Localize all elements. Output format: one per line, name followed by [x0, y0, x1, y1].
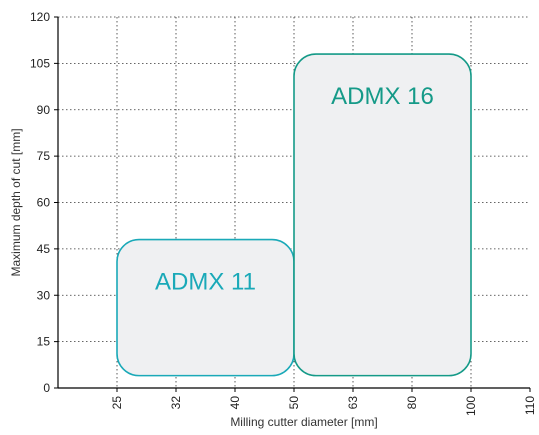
- x-tick-label: 63: [346, 396, 360, 410]
- region-admx-11: [116, 238, 295, 377]
- y-tick-label: 45: [37, 242, 51, 256]
- region-label: ADMX 11: [155, 269, 256, 296]
- x-tick-label: 110: [523, 396, 537, 415]
- x-tick-label: 80: [405, 396, 419, 410]
- y-tick-label: 105: [30, 56, 50, 70]
- x-tick-label: 50: [287, 396, 301, 410]
- y-tick-label: 30: [37, 288, 51, 302]
- y-tick-label: 90: [37, 103, 51, 117]
- regions: ADMX 11 ADMX 16: [116, 53, 472, 377]
- region-label: ADMX 16: [331, 83, 434, 110]
- x-tick-label: 32: [169, 396, 183, 410]
- x-tick-label: 100: [464, 396, 478, 416]
- y-tick-label: 0: [43, 381, 50, 395]
- x-axis-label: Milling cutter diameter [mm]: [230, 415, 377, 429]
- region-admx-16: [293, 53, 472, 377]
- y-ticks: 0 15 30 45 60 75 90 105 120: [30, 10, 58, 395]
- y-axis-label: Maximum depth of cut [mm]: [9, 128, 23, 276]
- y-tick-label: 60: [37, 196, 51, 210]
- y-tick-label: 120: [30, 10, 50, 24]
- y-tick-label: 15: [37, 335, 51, 349]
- x-tick-label: 40: [228, 396, 242, 410]
- y-tick-label: 75: [37, 149, 51, 163]
- x-ticks: 25 32 40 50 63 80 100 110: [110, 388, 537, 416]
- x-tick-label: 25: [110, 396, 124, 410]
